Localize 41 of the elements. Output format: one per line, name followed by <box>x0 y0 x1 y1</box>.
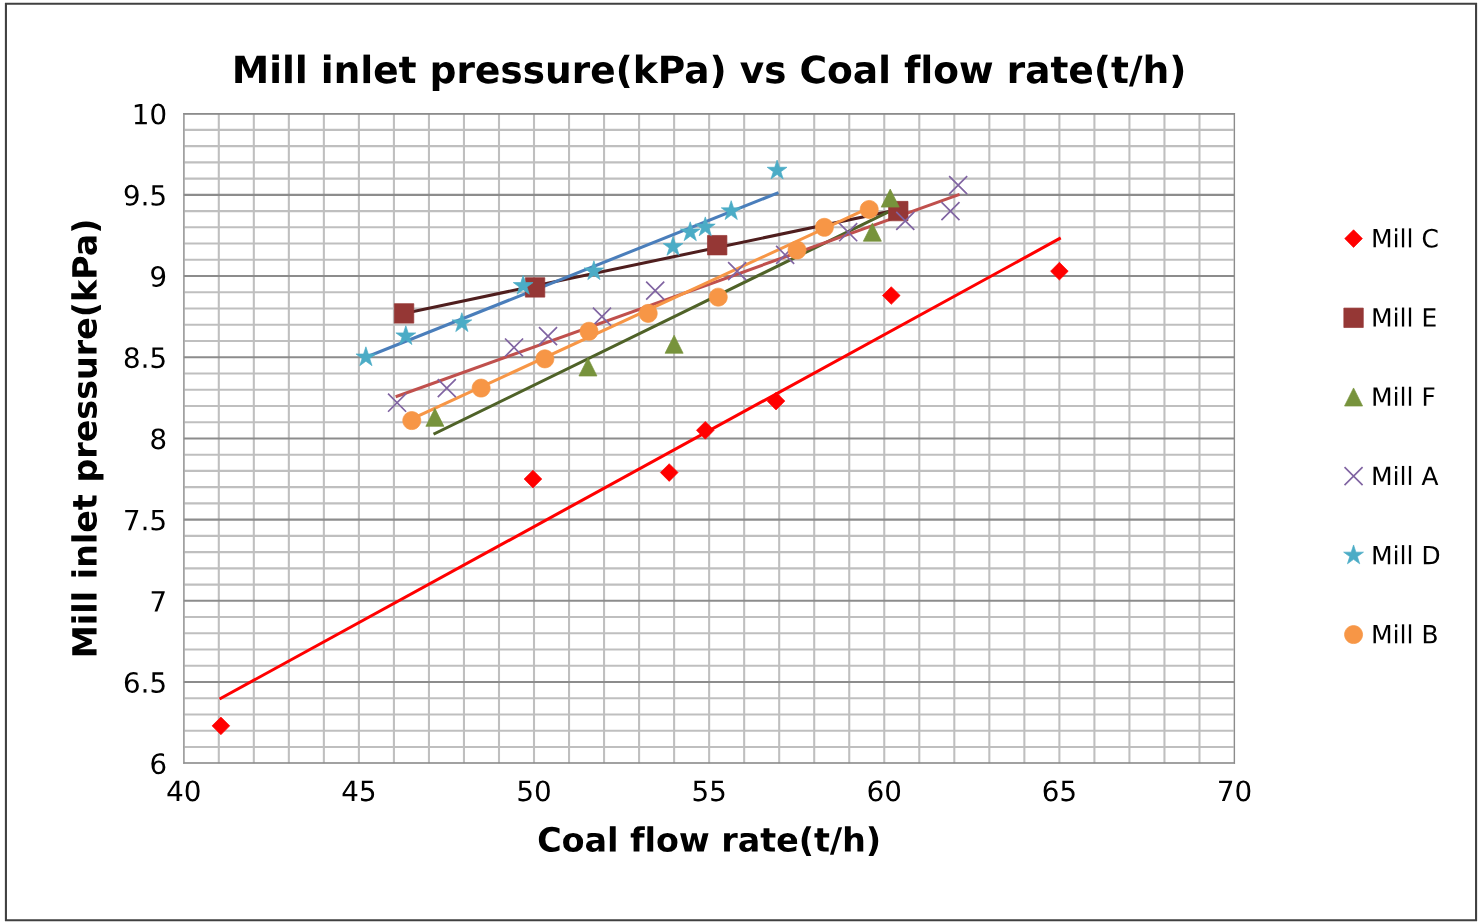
y-tick-label: 7 <box>151 591 165 612</box>
point <box>436 378 457 398</box>
y-tick-label: 10 <box>134 103 166 125</box>
point <box>645 280 666 301</box>
point <box>660 463 679 482</box>
legend-label: Mill C <box>1373 228 1438 248</box>
x-tick-label: 45 <box>342 780 375 802</box>
chart-title: Mill inlet pressure(kPa) vs Coal flow rate(t/h) <box>235 54 1184 91</box>
legend-label: Mill D <box>1373 545 1440 565</box>
x-tick-label: 40 <box>167 780 200 802</box>
y-tick-label: 8 <box>151 428 166 450</box>
point <box>814 217 834 237</box>
point <box>948 175 969 195</box>
x-tick-label: 55 <box>693 780 725 802</box>
legend-label: Mill B <box>1373 624 1437 644</box>
point <box>895 210 916 231</box>
x-axis-title: Coal flow rate(t/h) <box>538 826 879 856</box>
x-tick-label: 60 <box>868 780 901 802</box>
point <box>775 245 796 265</box>
point <box>387 392 407 413</box>
point <box>727 261 748 282</box>
x-tick-label: 65 <box>1043 780 1075 802</box>
point <box>882 286 901 305</box>
y-axis-title: Mill inlet pressure(kPa) <box>71 221 104 656</box>
y-tick-label: 9.5 <box>124 184 165 206</box>
legend-label: Mill A <box>1373 465 1439 485</box>
y-tick-label: 7.5 <box>125 509 165 531</box>
y-tick-label: 6.5 <box>124 671 165 693</box>
point <box>538 326 558 346</box>
point <box>940 201 961 221</box>
point <box>838 222 859 243</box>
x-tick-label: 50 <box>518 780 550 802</box>
y-tick-label: 8.5 <box>124 347 165 369</box>
point <box>504 337 524 358</box>
legend-label: Mill E <box>1373 307 1436 327</box>
point <box>394 303 415 324</box>
y-tick-label: 6 <box>151 753 166 775</box>
legend-label: Mill F <box>1373 386 1435 406</box>
y-tick-label: 9 <box>151 265 166 287</box>
point <box>592 306 612 327</box>
x-tick-label: 70 <box>1219 780 1251 802</box>
